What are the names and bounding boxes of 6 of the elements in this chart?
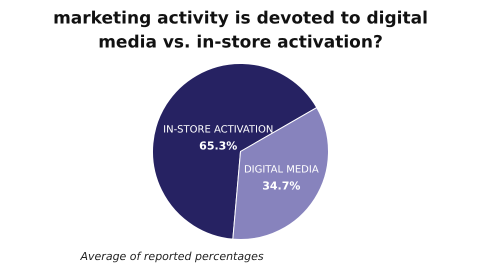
slice-label: DIGITAL MEDIA [244,164,319,176]
data-label: 65.3% [199,139,238,152]
data-label: 34.7% [262,180,300,193]
slice-label: IN-STORE ACTIVATION [163,124,274,136]
chart-title: marketing activity is devoted to digital media vs. in-store activation? [53,8,428,52]
text: Average of reported percentages [80,250,264,263]
